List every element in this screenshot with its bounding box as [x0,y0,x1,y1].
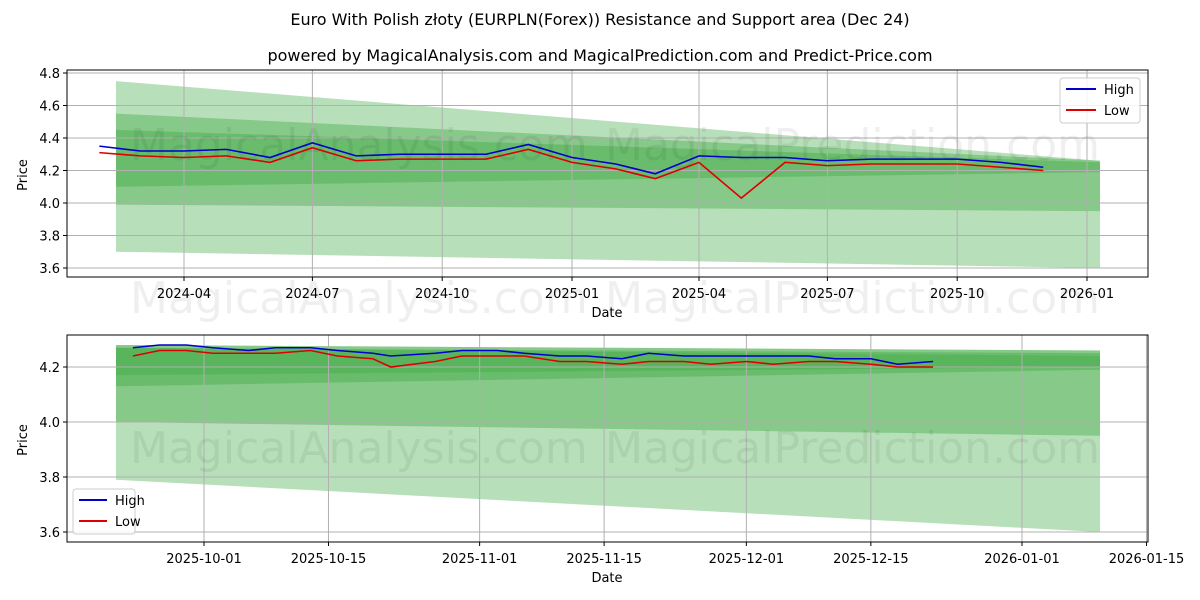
x-tick-label: 2025-04 [672,287,726,302]
y-tick-label: 4.8 [39,67,60,82]
x-tick-label: 2026-01 [1060,287,1114,302]
x-axis-label: Date [591,571,622,586]
y-tick-label: 4.6 [39,100,60,115]
y-tick-label: 4.2 [39,361,60,376]
axes-frame [66,69,1149,278]
watermark: MagicalPrediction.com [605,423,1100,474]
x-tick-label: 2024-04 [157,287,211,302]
y-tick-label: 4.4 [39,132,60,147]
x-tick-label: 2024-07 [285,287,339,302]
axes-frame [66,334,1149,543]
chart-subtitle: powered by MagicalAnalysis.com and Magic… [267,46,933,65]
y-tick-label: 4.2 [39,165,60,180]
x-tick-label: 2024-10 [415,287,469,302]
low-line [99,146,1044,200]
y-axis-label: Price [16,159,31,191]
chart-title: Euro With Polish złoty (EURPLN(Forex)) R… [290,10,910,29]
x-tick-label: 2025-10 [930,287,984,302]
x-tick-label: 2025-12-15 [833,552,909,567]
band-core [116,347,1100,376]
support-resistance-bands [116,81,1100,268]
legend: High Low [1059,77,1141,124]
legend: High Low [72,488,145,535]
grid-lines [67,70,1148,277]
y-axis-ticks: 3.6 3.8 4.0 4.2 4.4 4.6 4.8 [39,67,67,277]
x-tick-label: 2025-10-01 [166,552,242,567]
band-outer [116,345,1100,532]
bottom-chart: MagicalAnalysis.com MagicalPrediction.co… [16,334,1184,586]
y-tick-label: 3.8 [39,471,60,486]
x-tick-label: 2026-01-15 [1109,552,1185,567]
legend-low: Low [115,515,141,530]
support-resistance-bands [116,345,1100,532]
y-tick-label: 4.0 [39,197,60,212]
grid-lines [67,335,1148,542]
x-axis-ticks: 2024-04 2024-07 2024-10 2025-01 2025-04 2025-… [157,277,1114,302]
legend-low: Low [1104,104,1130,119]
legend-high: High [115,494,145,509]
x-tick-label: 2025-01 [545,287,599,302]
watermark: MagicalPrediction.com [605,120,1100,171]
high-line [99,142,1044,175]
y-axis-ticks: 3.6 3.8 4.0 4.2 [39,361,67,541]
y-tick-label: 3.8 [39,230,60,245]
x-axis-label: Date [591,306,622,321]
x-tick-label: 2025-11-01 [442,552,518,567]
high-line [132,344,934,366]
x-tick-label: 2025-07 [800,287,854,302]
y-tick-label: 3.6 [39,526,60,541]
band-inner [116,129,1100,187]
top-chart: MagicalAnalysis.com MagicalPrediction.co… [16,67,1149,324]
watermark: MagicalAnalysis.com [130,273,588,324]
y-tick-label: 4.0 [39,416,60,431]
x-tick-label: 2025-10-15 [291,552,367,567]
y-tick-label: 3.6 [39,262,60,277]
legend-high: High [1104,83,1134,98]
x-tick-label: 2026-01-01 [984,552,1060,567]
x-tick-label: 2025-12-01 [709,552,785,567]
watermark: MagicalAnalysis.com [130,423,588,474]
x-axis-ticks: 2025-10-01 2025-10-15 2025-11-01 2025-11-15… [166,542,1184,567]
watermark: MagicalAnalysis.com [130,120,588,171]
y-axis-label: Price [16,424,31,456]
x-tick-label: 2025-11-15 [566,552,642,567]
watermark: MagicalPrediction.com [605,273,1100,324]
low-line [132,349,934,368]
